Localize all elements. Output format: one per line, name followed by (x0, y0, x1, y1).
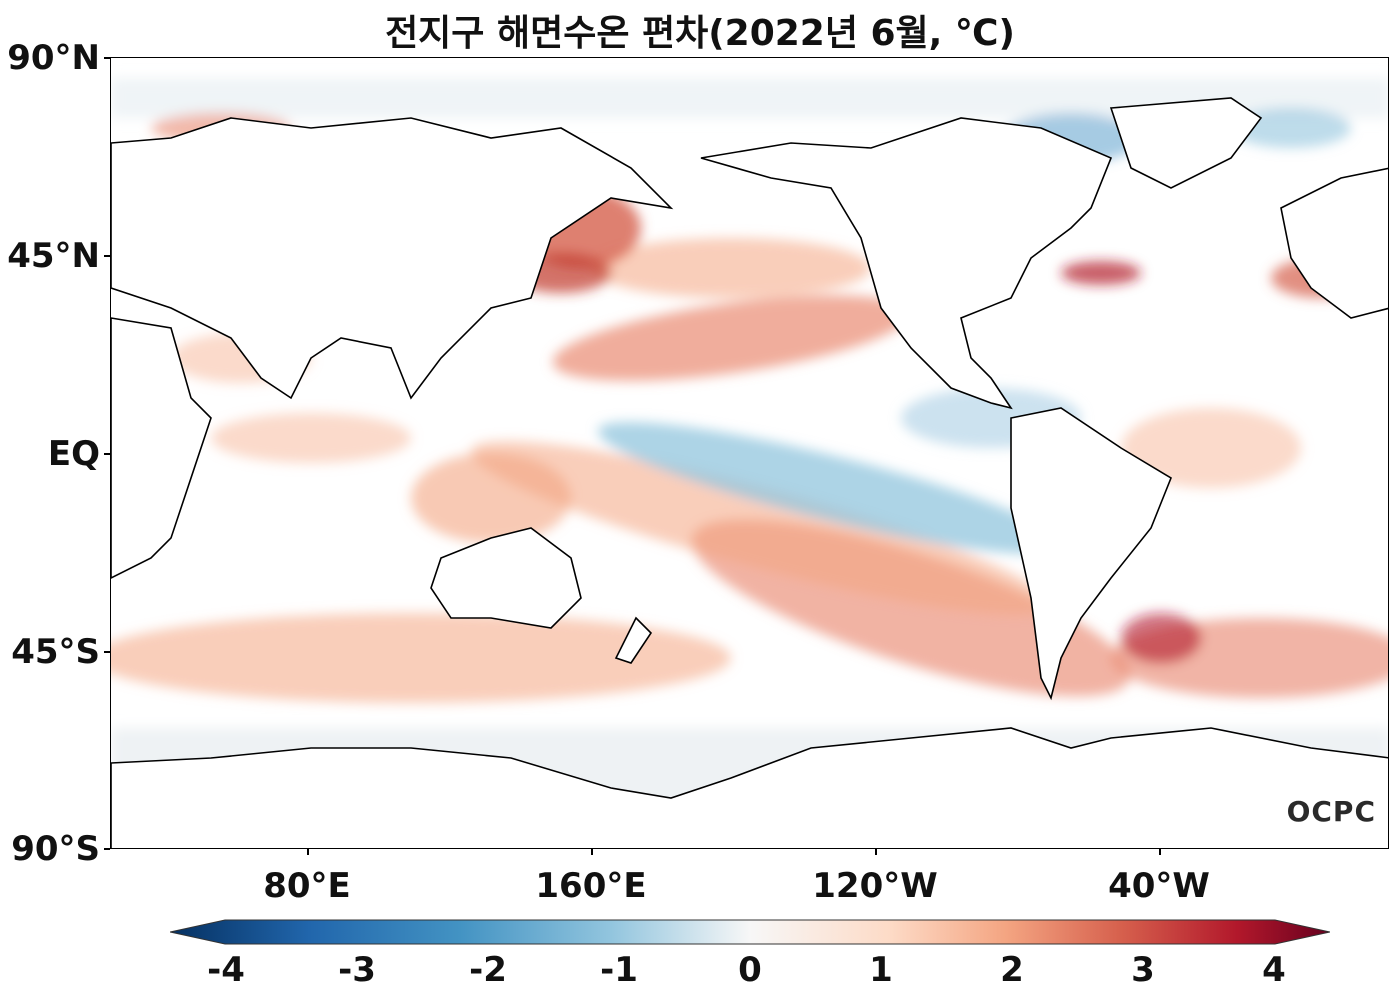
x-tick-mark (307, 849, 309, 855)
x-tick-mark (591, 849, 593, 855)
y-tick-mark (104, 848, 110, 850)
x-tick-label-40w: 40°W (1108, 866, 1210, 906)
y-tick-label-45s: 45°S (11, 632, 100, 672)
colorbar-tick-label: 4 (1262, 950, 1286, 990)
y-tick-mark (104, 651, 110, 653)
y-tick-mark (104, 255, 110, 257)
y-tick-label-45n: 45°N (7, 236, 100, 276)
x-tick-label-160e: 160°E (535, 866, 647, 906)
colorbar-tick-label: -4 (207, 950, 245, 990)
x-tick-label-80e: 80°E (263, 866, 351, 906)
y-tick-label-90s: 90°S (11, 829, 100, 869)
map-title: 전지구 해면수온 편차(2022년 6월, ℃) (385, 13, 1015, 54)
y-tick-mark (104, 57, 110, 59)
x-tick-label-120w: 120°W (812, 866, 938, 906)
colorbar-tick-label: 2 (1000, 950, 1024, 990)
colorbar-tick-label: 3 (1131, 950, 1155, 990)
coastlines (111, 97, 1388, 848)
y-tick-mark (104, 453, 110, 455)
y-tick-label-eq: EQ (47, 434, 100, 474)
colorbar-tick-label: -3 (338, 950, 376, 990)
colorbar-tick-label: -2 (469, 950, 507, 990)
colorbar-tick-label: -1 (600, 950, 638, 990)
x-tick-mark (875, 849, 877, 855)
colorbar-tick-label: 1 (869, 950, 893, 990)
x-tick-mark (1159, 849, 1161, 855)
sst-anomaly-map: OCPC (110, 57, 1389, 849)
colorbar (170, 919, 1330, 945)
y-tick-label-90n: 90°N (7, 38, 100, 78)
colorbar-tick-label: 0 (738, 950, 762, 990)
ocpc-logo: OCPC (1286, 795, 1376, 828)
colorbar-bar (170, 919, 1330, 945)
map-canvas (111, 78, 1388, 848)
